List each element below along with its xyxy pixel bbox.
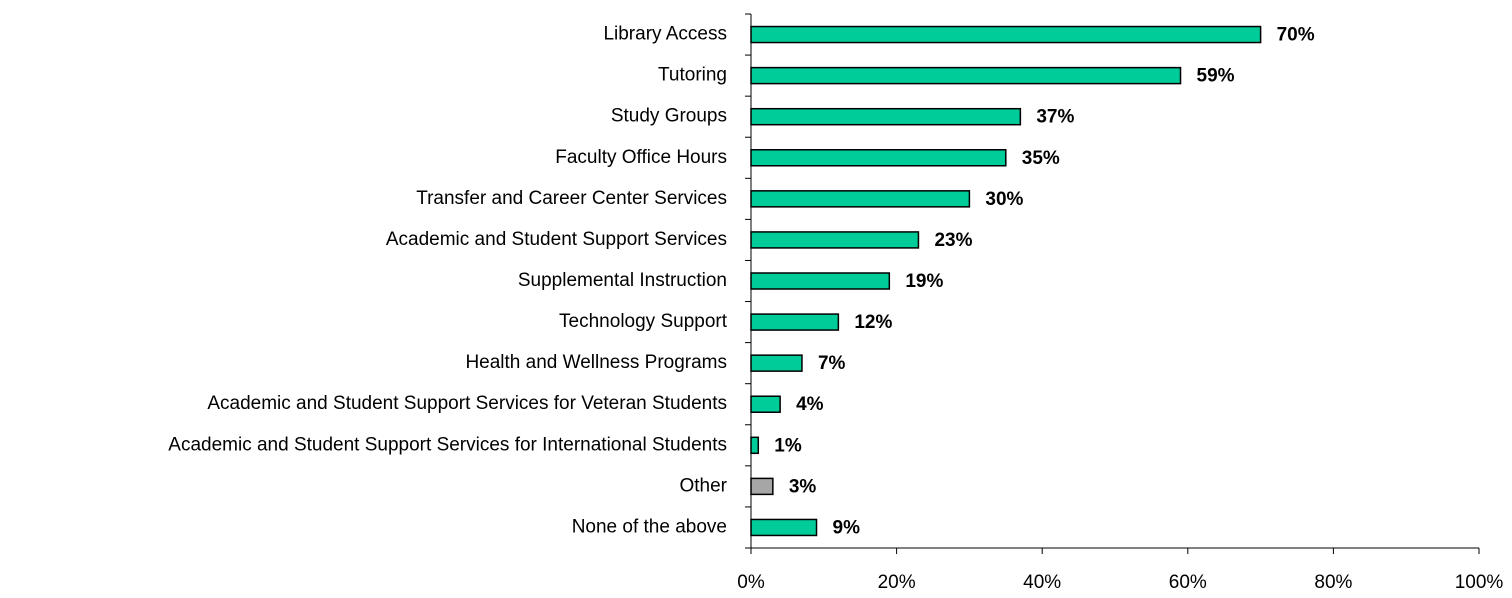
value-label: 37% [1036,107,1074,128]
x-tick-label: 40% [1023,572,1061,593]
value-label: 23% [934,230,972,251]
y-tick-label: Transfer and Career Center Services [416,188,727,209]
value-label: 1% [774,435,802,456]
value-label: 59% [1197,66,1235,87]
x-tick-label: 60% [1169,572,1207,593]
value-label: 4% [796,394,824,415]
x-tick-label: 80% [1314,572,1352,593]
value-label: 9% [833,517,861,538]
x-tick-label: 0% [737,572,765,593]
bar [750,272,891,290]
y-tick-label: None of the above [572,516,727,537]
x-tick-label: 100% [1455,572,1504,593]
bar [750,190,971,208]
x-tick-label: 20% [878,572,916,593]
y-tick-label: Supplemental Instruction [518,270,727,291]
bar [750,436,760,455]
bar [750,518,818,537]
y-tick-label: Faculty Office Hours [555,147,727,168]
value-label: 35% [1022,148,1060,169]
bar [750,313,840,331]
bar [750,107,1022,126]
bar [750,25,1262,44]
y-tick-label: Library Access [603,24,727,45]
y-tick-label: Academic and Student Support Services fo… [207,393,727,414]
y-tick-label: Academic and Student Support Services fo… [168,434,727,455]
y-tick-label: Technology Support [559,311,728,332]
bar [750,354,803,372]
value-label: 19% [905,271,943,292]
y-tick-label: Academic and Student Support Services [386,229,727,250]
bar [750,477,774,496]
value-label: 7% [818,353,846,374]
bar [750,231,920,249]
value-label: 30% [985,189,1023,210]
bar [750,66,1182,85]
y-tick-label: Other [679,475,727,496]
value-label: 70% [1277,25,1315,46]
bar [750,149,1007,167]
value-label: 12% [854,312,892,333]
bar [750,395,781,413]
y-tick-label: Health and Wellness Programs [465,352,727,373]
y-tick-label: Tutoring [658,65,727,86]
y-tick-label: Study Groups [611,106,727,127]
value-label: 3% [789,476,817,497]
